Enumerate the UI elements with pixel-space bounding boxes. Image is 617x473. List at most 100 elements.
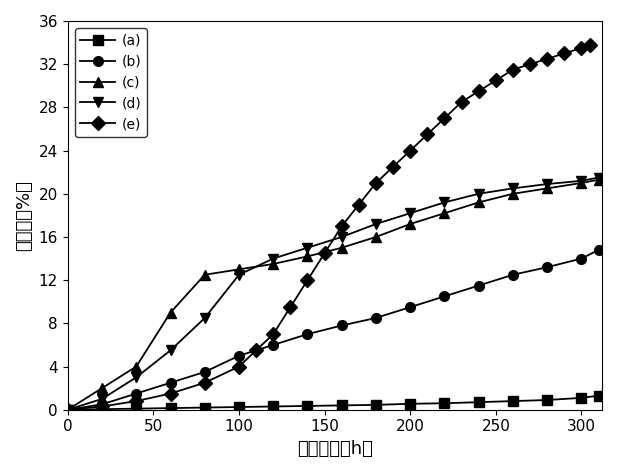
(e)	[424, 131, 431, 137]
(b)	[578, 256, 585, 262]
X-axis label: 光照时间（h）: 光照时间（h）	[297, 440, 373, 458]
(d)	[201, 315, 209, 321]
(d)	[98, 396, 106, 402]
(e)	[321, 250, 328, 256]
(e)	[578, 45, 585, 51]
(d)	[595, 175, 602, 180]
(e)	[235, 364, 242, 369]
(e)	[201, 380, 209, 385]
(a)	[304, 403, 311, 409]
(e)	[287, 304, 294, 310]
(b)	[235, 353, 242, 359]
(e)	[252, 348, 260, 353]
(d)	[64, 407, 72, 412]
(c)	[64, 407, 72, 412]
(c)	[235, 266, 242, 272]
(d)	[372, 221, 379, 227]
(a)	[98, 406, 106, 412]
(c)	[98, 385, 106, 391]
(e)	[458, 99, 465, 105]
(d)	[509, 185, 516, 191]
(c)	[475, 200, 482, 205]
Line: (b): (b)	[63, 245, 603, 414]
(b)	[338, 323, 346, 328]
(a)	[64, 407, 72, 412]
Line: (a): (a)	[63, 391, 603, 414]
Legend: (a), (b), (c), (d), (e): (a), (b), (c), (d), (e)	[75, 28, 147, 137]
(e)	[441, 115, 448, 121]
(a)	[544, 397, 551, 403]
(e)	[407, 148, 414, 153]
(c)	[133, 364, 140, 369]
(e)	[586, 42, 594, 48]
(e)	[64, 407, 72, 412]
(d)	[304, 245, 311, 251]
(b)	[304, 331, 311, 337]
(b)	[133, 391, 140, 396]
(e)	[561, 51, 568, 56]
(a)	[407, 401, 414, 407]
(e)	[338, 223, 346, 229]
(c)	[407, 221, 414, 227]
(b)	[544, 264, 551, 270]
(d)	[270, 256, 277, 262]
Line: (c): (c)	[63, 175, 603, 414]
(a)	[201, 405, 209, 411]
(e)	[133, 398, 140, 404]
(e)	[98, 403, 106, 409]
(c)	[201, 272, 209, 278]
(d)	[578, 178, 585, 184]
(a)	[167, 405, 174, 411]
(e)	[509, 67, 516, 72]
(a)	[338, 403, 346, 408]
(b)	[201, 369, 209, 375]
(a)	[372, 402, 379, 408]
(d)	[544, 181, 551, 187]
(a)	[441, 401, 448, 406]
(e)	[304, 277, 311, 283]
(b)	[407, 304, 414, 310]
(e)	[389, 164, 397, 170]
(d)	[441, 200, 448, 205]
(e)	[270, 331, 277, 337]
(b)	[270, 342, 277, 348]
(a)	[509, 398, 516, 404]
(d)	[407, 210, 414, 216]
(b)	[475, 283, 482, 289]
(c)	[372, 234, 379, 240]
(e)	[475, 88, 482, 94]
(e)	[526, 61, 534, 67]
(c)	[509, 191, 516, 197]
(c)	[578, 180, 585, 186]
(e)	[492, 78, 500, 83]
(b)	[595, 247, 602, 253]
(e)	[372, 180, 379, 186]
(c)	[544, 185, 551, 191]
(d)	[133, 375, 140, 380]
(e)	[544, 56, 551, 61]
(b)	[372, 315, 379, 321]
Y-axis label: 失重率（%）: 失重率（%）	[15, 180, 33, 251]
(b)	[64, 407, 72, 412]
(a)	[270, 403, 277, 409]
Line: (e): (e)	[63, 40, 595, 414]
(b)	[167, 380, 174, 385]
(b)	[98, 402, 106, 407]
(d)	[475, 191, 482, 197]
Line: (d): (d)	[63, 173, 603, 414]
(a)	[235, 404, 242, 410]
(c)	[338, 245, 346, 251]
(c)	[304, 254, 311, 259]
(e)	[167, 391, 174, 396]
(c)	[595, 177, 602, 183]
(a)	[578, 395, 585, 401]
(d)	[167, 348, 174, 353]
(a)	[133, 406, 140, 412]
(a)	[595, 393, 602, 399]
(b)	[509, 272, 516, 278]
(e)	[355, 201, 363, 207]
(a)	[475, 399, 482, 405]
(b)	[441, 294, 448, 299]
(c)	[441, 210, 448, 216]
(d)	[338, 234, 346, 240]
